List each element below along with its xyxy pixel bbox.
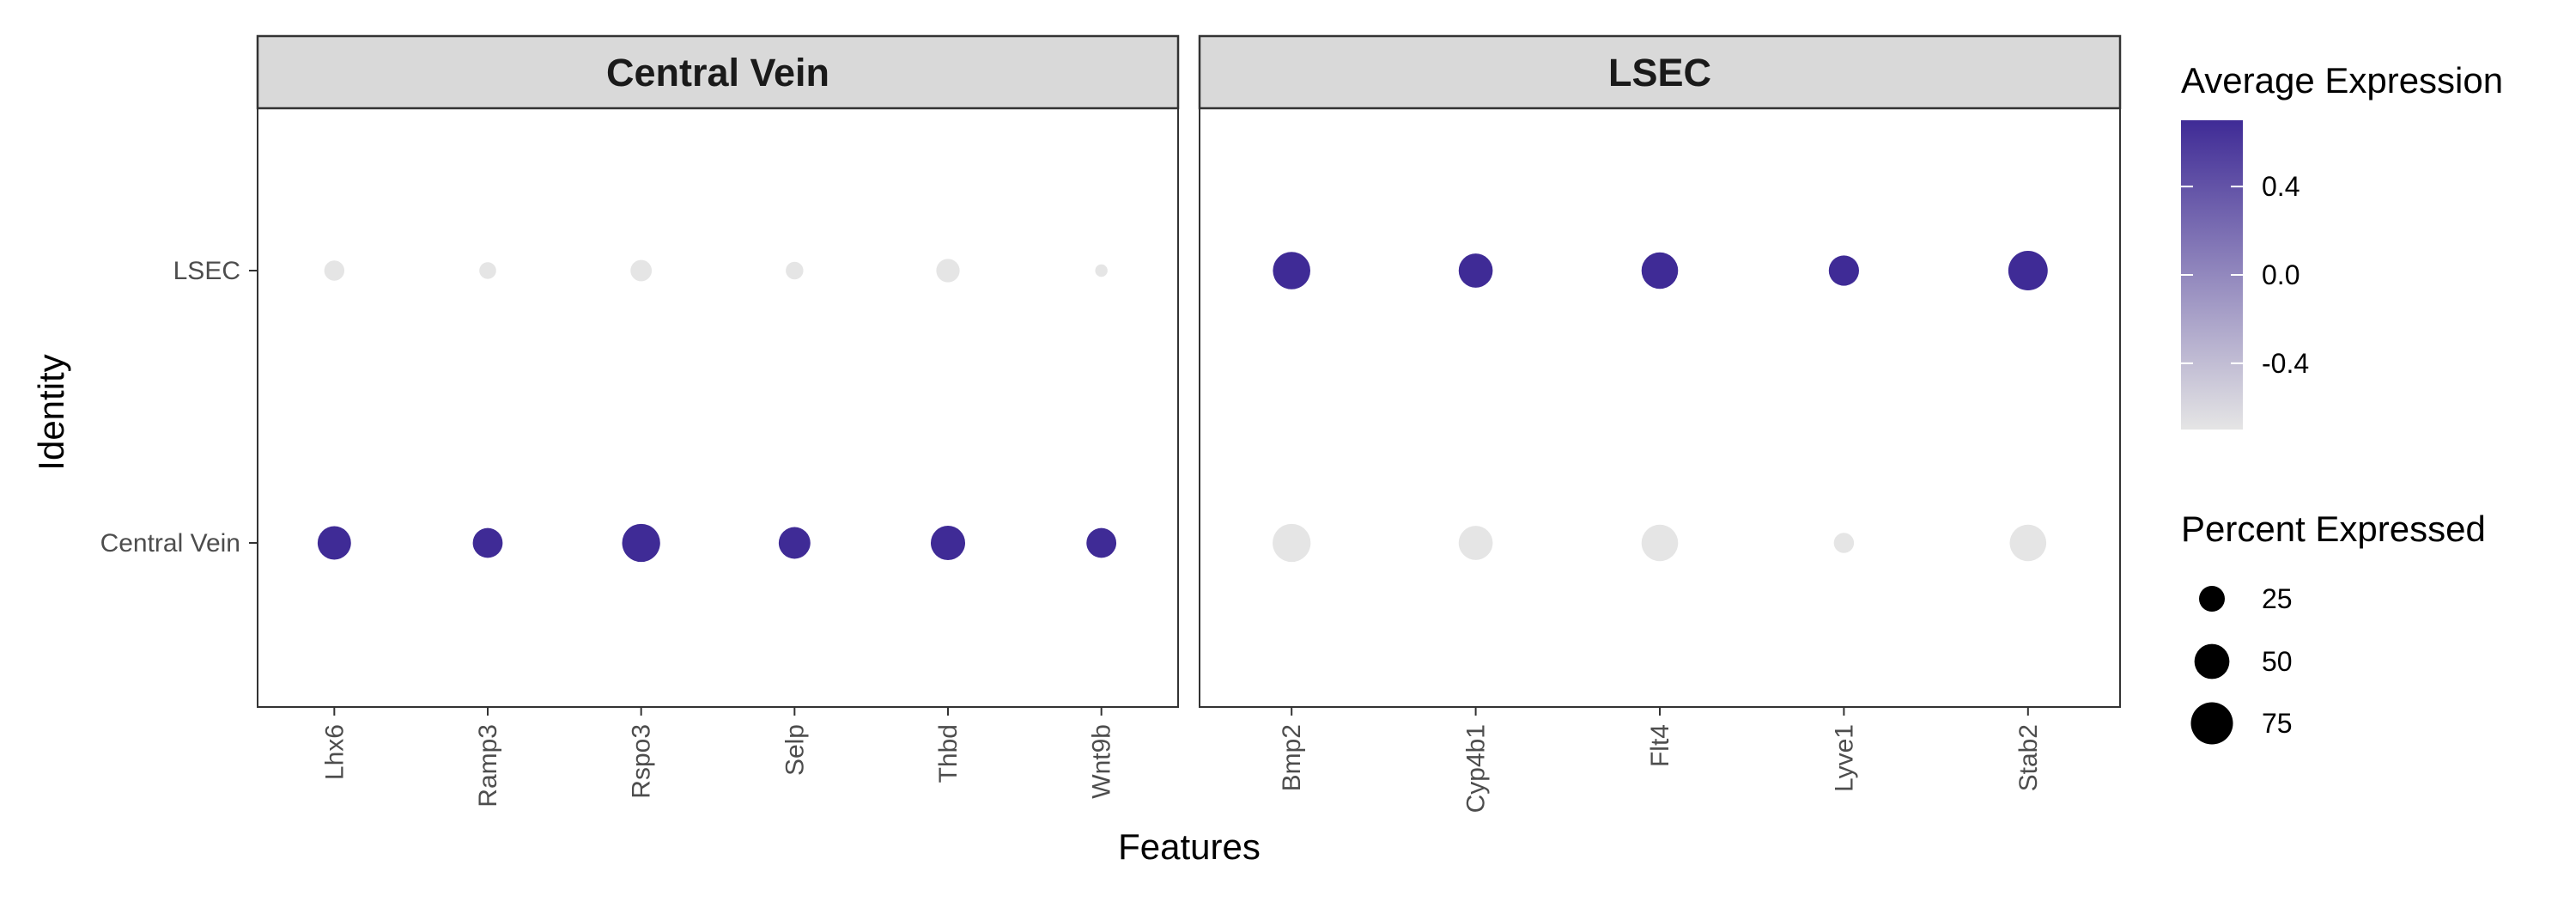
facet-strip: [256, 34, 1180, 110]
size-legend-dot: [2194, 643, 2230, 680]
size-legend-label: 50: [2262, 646, 2293, 677]
size-legend-dot: [2199, 586, 2225, 612]
facet-strip-title: LSEC: [1608, 51, 1711, 94]
dot-ramp3-lsec: [479, 262, 496, 279]
x-tick-label: Lyve1: [1830, 724, 1858, 792]
dot-lyve1-lsec: [1828, 255, 1859, 286]
dot-lhx6-central-vein: [317, 526, 351, 560]
dot-bmp2-lsec: [1273, 252, 1311, 289]
y-tick-label: LSEC: [173, 257, 240, 285]
dot-rspo3-lsec: [630, 259, 653, 282]
x-tick-label: Lhx6: [320, 724, 349, 780]
dot-wnt9b-lsec: [1095, 264, 1108, 277]
panels-layer: Central Vein Lhx6 Ramp3 Rspo3 Selp Thbd Wnt9b L…: [256, 34, 2122, 813]
size-legend-title: Percent Expressed: [2181, 509, 2486, 549]
dot-selp-central-vein: [778, 527, 811, 559]
size-legend: Percent Expressed 25 50 75: [2181, 509, 2486, 745]
dot-lyve1-central-vein: [1833, 533, 1855, 553]
dot-flt4-lsec: [1641, 252, 1679, 289]
dot-ramp3-central-vein: [472, 527, 503, 558]
panel-background: [1199, 107, 2121, 708]
color-legend-label: 0.4: [2262, 171, 2300, 202]
facet-strip: [1198, 34, 2122, 110]
dot-stab2-central-vein: [2009, 524, 2047, 562]
x-tick-label: Ramp3: [474, 724, 502, 808]
x-tick-label: Rspo3: [628, 724, 656, 799]
panel-background: [257, 107, 1179, 708]
dot-thbd-lsec: [936, 259, 960, 283]
dot-rspo3-central-vein: [622, 523, 660, 563]
dot-cyp4b1-central-vein: [1458, 526, 1493, 560]
dot-stab2-lsec: [2008, 251, 2048, 290]
x-tick-label: Flt4: [1646, 724, 1674, 767]
color-legend: Average Expression 0.4 0.0 -0.4: [2181, 60, 2503, 430]
y-axis-title: Identity: [31, 354, 71, 470]
color-legend-label: 0.0: [2262, 259, 2300, 290]
x-axis-title: Features: [1118, 826, 1261, 867]
facet-strip-title: Central Vein: [606, 51, 829, 94]
x-tick-label: Cyp4b1: [1462, 724, 1491, 813]
size-legend-dot: [2190, 702, 2233, 745]
dot-thbd-central-vein: [930, 525, 966, 561]
x-tick-label: Thbd: [934, 724, 963, 783]
facet-panel-2: LSEC Bmp2 Cyp4b1 Flt4 Lyve1 Stab2: [1198, 34, 2122, 813]
x-tick-label: Stab2: [2014, 724, 2043, 791]
x-tick-label: Bmp2: [1278, 724, 1306, 791]
dot-flt4-central-vein: [1641, 524, 1679, 562]
y-axis: Central Vein LSEC: [100, 257, 258, 558]
size-legend-label: 25: [2262, 583, 2293, 614]
x-tick-label: Selp: [781, 724, 809, 776]
dot-cyp4b1-lsec: [1458, 253, 1493, 288]
dot-selp-lsec: [786, 261, 804, 280]
size-legend-label: 75: [2262, 708, 2293, 739]
color-legend-label: -0.4: [2262, 348, 2309, 379]
y-tick-label: Central Vein: [100, 529, 240, 558]
facet-panel-1: Central Vein Lhx6 Ramp3 Rspo3 Selp Thbd Wnt9b: [256, 34, 1180, 808]
dot-bmp2-central-vein: [1273, 523, 1311, 563]
dot-wnt9b-central-vein: [1086, 527, 1117, 558]
dot-lhx6-lsec: [324, 260, 345, 281]
color-legend-title: Average Expression: [2181, 60, 2503, 101]
x-tick-label: Wnt9b: [1088, 724, 1116, 799]
